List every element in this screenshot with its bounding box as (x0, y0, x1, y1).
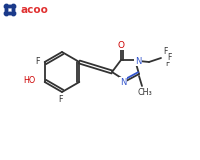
Text: F: F (163, 47, 167, 56)
Text: O: O (118, 40, 124, 49)
Text: F: F (167, 52, 171, 61)
Circle shape (11, 11, 16, 16)
Circle shape (11, 4, 16, 9)
Circle shape (12, 9, 15, 11)
Circle shape (4, 4, 9, 9)
Text: F: F (165, 59, 169, 68)
Text: CH₃: CH₃ (138, 88, 152, 96)
Text: N: N (135, 56, 141, 65)
Text: HO: HO (23, 76, 36, 84)
Text: F: F (58, 95, 62, 104)
Circle shape (9, 12, 11, 15)
Text: F: F (35, 56, 40, 65)
Text: N: N (120, 77, 126, 87)
Text: acoo: acoo (20, 5, 48, 15)
Circle shape (5, 9, 8, 11)
Circle shape (4, 11, 9, 16)
Circle shape (9, 5, 11, 8)
